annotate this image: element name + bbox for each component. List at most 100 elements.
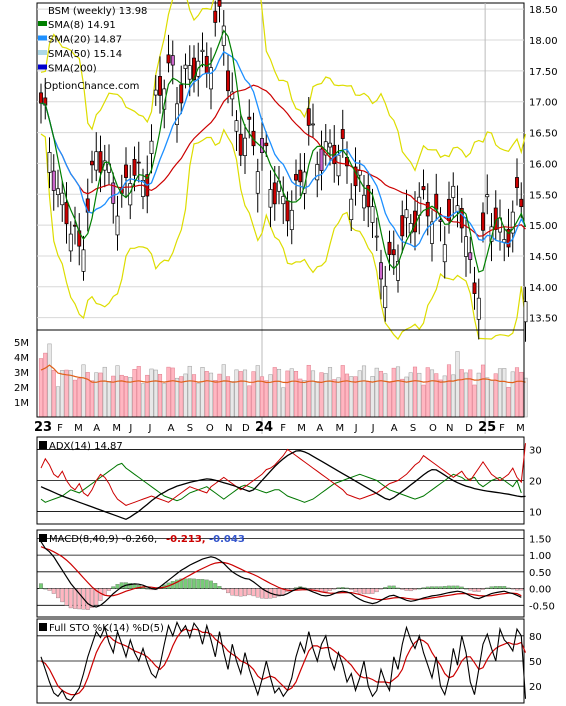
volume-bar bbox=[502, 368, 507, 418]
macd-hist-bar bbox=[77, 588, 82, 610]
adx-label: ADX(14) 14.87 bbox=[49, 441, 123, 452]
volume-bar bbox=[298, 378, 303, 418]
volume-tick-label: 4M bbox=[14, 353, 29, 364]
price-legend: BSM (weekly) 13.98 SMA(8) 14.91 SMA(20) 1… bbox=[38, 6, 147, 92]
macd-hist-bar bbox=[234, 588, 239, 597]
candle-body bbox=[404, 209, 409, 219]
candle-body bbox=[430, 221, 434, 244]
volume-bar bbox=[485, 377, 490, 418]
volume-bar bbox=[489, 380, 494, 418]
legend-label: SMA(50) 15.14 bbox=[48, 49, 122, 60]
candle-body bbox=[515, 177, 519, 188]
candle-body bbox=[111, 182, 116, 204]
volume-bar bbox=[514, 367, 520, 418]
volume-bar bbox=[319, 372, 324, 418]
macd-hist-bar bbox=[251, 588, 256, 597]
macd-tick-label: 0.00 bbox=[529, 585, 551, 596]
date-tick-label: M bbox=[74, 423, 83, 434]
candle-body bbox=[319, 148, 324, 171]
macd-hist-bar bbox=[404, 588, 409, 591]
volume-bar bbox=[353, 376, 358, 418]
volume-tick-label: 5M bbox=[14, 338, 29, 349]
macd-hist-bar bbox=[485, 587, 490, 589]
volume-panel: 5M 4M 3M 2M 1M bbox=[14, 329, 528, 418]
macd-hist-bar bbox=[430, 586, 434, 589]
candle-body bbox=[179, 84, 184, 104]
macd-hist-bar bbox=[455, 585, 460, 589]
candle-body bbox=[226, 70, 230, 92]
candle-body bbox=[442, 244, 447, 263]
candle-body bbox=[60, 192, 65, 206]
candle-body bbox=[243, 137, 247, 156]
sto-legend-swatch bbox=[39, 623, 47, 631]
date-tick-label: 25 bbox=[478, 420, 496, 435]
volume-bar bbox=[285, 370, 290, 418]
candle-body bbox=[421, 186, 426, 191]
macd-hist-bar bbox=[64, 588, 69, 606]
macd-hist-bar bbox=[438, 586, 443, 589]
volume-bar bbox=[268, 374, 273, 418]
volume-bar bbox=[417, 372, 422, 418]
volume-bar bbox=[64, 369, 69, 418]
macd-hist-bar bbox=[247, 588, 252, 596]
price-tick-label: 15.00 bbox=[529, 221, 558, 232]
macd-panel: 1.50 1.00 0.50 0.00 -0.50 MACD(8,40,9) -0.26… bbox=[36, 529, 555, 618]
candle-body bbox=[523, 301, 528, 323]
macd-tick-label: 0.50 bbox=[529, 568, 551, 579]
macd-hist-bar bbox=[73, 588, 77, 609]
macd-hist-bar bbox=[391, 585, 396, 589]
macd-hist-bar bbox=[387, 585, 392, 589]
macd-hist-bar bbox=[493, 586, 498, 589]
candle-body bbox=[315, 164, 320, 181]
volume-bar bbox=[213, 379, 218, 418]
candle-body bbox=[489, 226, 494, 242]
candle-body bbox=[94, 151, 99, 171]
macd-hist-bar bbox=[306, 588, 311, 590]
price-axis: 13.50 14.00 14.50 15.00 15.50 16.00 16.50 17.00… bbox=[529, 5, 558, 324]
macd-hist-bar bbox=[272, 588, 277, 598]
macd-hist-bar bbox=[383, 587, 388, 589]
date-tick-label: N bbox=[225, 423, 232, 434]
volume-bar bbox=[404, 376, 409, 418]
volume-bar bbox=[293, 371, 299, 418]
date-tick-label: F bbox=[499, 423, 505, 434]
price-tick-label: 15.50 bbox=[529, 190, 558, 201]
volume-bar bbox=[327, 367, 333, 418]
candle-body bbox=[221, 25, 226, 46]
volume-bar bbox=[323, 373, 328, 418]
macd-lines bbox=[40, 541, 522, 608]
volume-bar bbox=[140, 383, 146, 418]
volume-tick-label: 2M bbox=[14, 383, 29, 394]
candle-body bbox=[294, 174, 298, 181]
volume-bar bbox=[238, 371, 243, 418]
candle-body bbox=[281, 196, 286, 205]
volume-bar bbox=[387, 382, 392, 418]
stochastic-k-line bbox=[40, 620, 527, 702]
volume-bar bbox=[51, 370, 56, 418]
date-axis: 23 F M A M J J A S O N D 24 F M A M J J A S O N D 25 F M bbox=[34, 420, 525, 435]
volume-bar bbox=[259, 376, 265, 418]
date-tick-label: M bbox=[516, 423, 525, 434]
adx-panel: 30 20 10 ADX(14) 14.87 bbox=[36, 436, 542, 525]
macd-hist-bar bbox=[489, 586, 494, 589]
price-tick-label: 14.50 bbox=[529, 252, 558, 263]
volume-bar bbox=[289, 368, 294, 418]
volume-tick-label: 3M bbox=[14, 368, 29, 379]
macd-label: MACD(8,40,9) -0.260, bbox=[49, 534, 157, 545]
adx-grid: 30 20 10 bbox=[37, 445, 542, 519]
macd-hist-bar bbox=[98, 588, 103, 601]
macd-hist-bar bbox=[111, 586, 116, 589]
macd-hist-bar bbox=[498, 586, 502, 589]
candle-body bbox=[81, 249, 86, 272]
candle-body bbox=[459, 208, 464, 229]
macd-hist-bar bbox=[481, 588, 485, 590]
candle-body bbox=[362, 194, 366, 209]
volume-bar bbox=[196, 382, 201, 418]
macd-hist-bar bbox=[408, 588, 413, 592]
macd-hist-bar bbox=[192, 578, 196, 589]
candle-body bbox=[268, 189, 273, 208]
adx-tick-label: 30 bbox=[529, 445, 542, 456]
minus-di-line bbox=[40, 462, 522, 503]
volume-bar bbox=[510, 371, 515, 418]
volume-bar bbox=[47, 343, 52, 418]
